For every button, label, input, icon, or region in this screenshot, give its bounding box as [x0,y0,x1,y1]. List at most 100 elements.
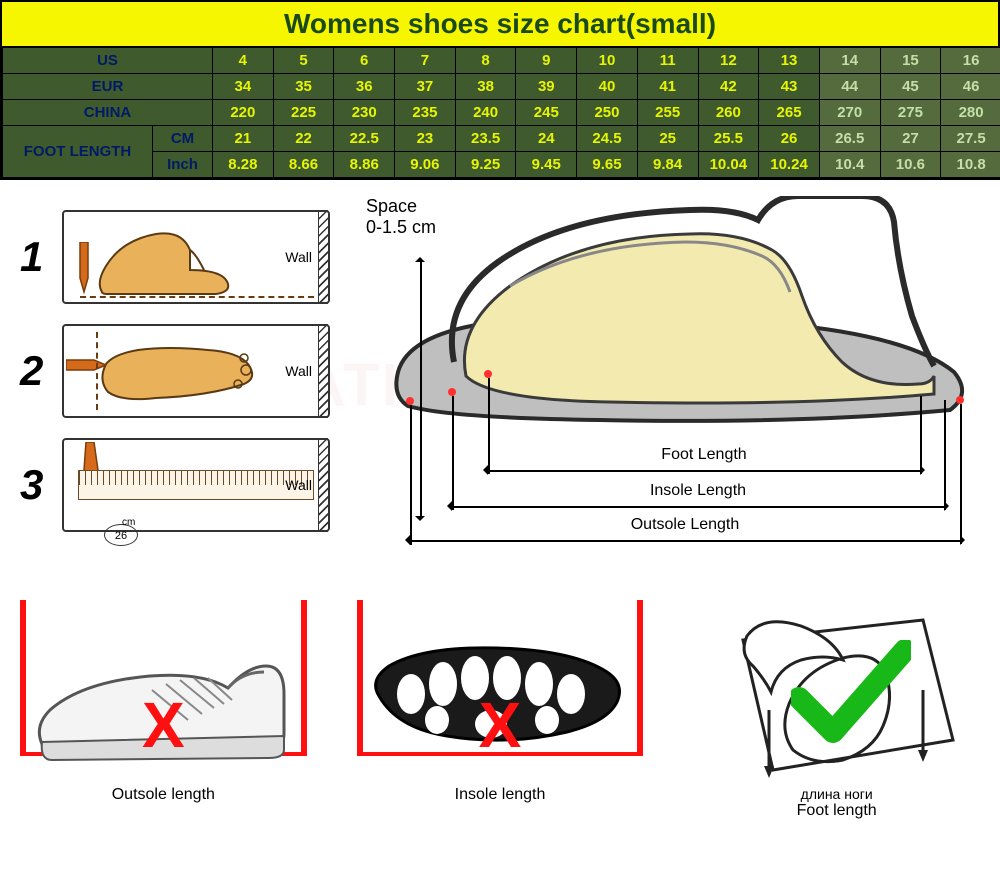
row-label: US [3,48,213,74]
size-cell: 9.45 [516,152,577,178]
wrong-icon: X [479,688,522,762]
step-1: 1 Wall [20,210,330,304]
size-cell: 22 [273,126,334,152]
size-cell: 255 [637,100,698,126]
size-cell: 14 [819,48,880,74]
size-cell: 245 [516,100,577,126]
size-cell: 8 [455,48,516,74]
step-box: 26 cm Wall [62,438,330,532]
size-cell: 280 [941,100,1000,126]
foot-label-ru: длина ноги [693,786,980,802]
size-cell: 265 [759,100,820,126]
size-cell: 44 [819,74,880,100]
size-chart: Womens shoes size chart(small) US4567891… [0,0,1000,180]
size-cell: 27.5 [941,126,1000,152]
size-cell: 25 [637,126,698,152]
size-cell: 46 [941,74,1000,100]
baseline [80,296,314,298]
size-cell: 25.5 [698,126,759,152]
ruler-value: 26 [115,530,127,542]
size-cell: 40 [577,74,638,100]
step-number: 1 [20,233,50,281]
size-cell: 10.04 [698,152,759,178]
step-2: 2 Wall [20,324,330,418]
size-cell: 220 [213,100,274,126]
measure-bar [301,600,307,756]
size-cell: 43 [759,74,820,100]
frontline [96,332,98,410]
chart-title: Womens shoes size chart(small) [2,2,998,47]
ruler-unit: cm [122,517,135,528]
space-arrow [420,262,422,516]
size-cell: 45 [880,74,941,100]
size-cell: 41 [637,74,698,100]
size-cell: 16 [941,48,1000,74]
size-cell: 9.65 [577,152,638,178]
size-cell: 10.24 [759,152,820,178]
foot-top-icon [98,340,258,404]
wall-hatch [318,210,328,304]
insole-wrong: X Insole length [357,600,644,820]
size-cell: 27 [880,126,941,152]
size-cell: 8.66 [273,152,334,178]
size-cell: 235 [395,100,456,126]
size-cell: 10.6 [880,152,941,178]
insole-point [448,388,456,396]
ruler-icon [78,470,314,500]
outsole-point [406,397,414,405]
size-cell: 10.4 [819,152,880,178]
outsole-length-dim: Outsole Length [410,540,960,542]
size-cell: 230 [334,100,395,126]
size-cell: 24.5 [577,126,638,152]
tick [944,400,946,510]
wrong-icon: X [142,688,185,762]
foot-side-icon [92,222,232,300]
size-cell: 36 [334,74,395,100]
size-cell: 240 [455,100,516,126]
size-cell: 260 [698,100,759,126]
size-cell: 23 [395,126,456,152]
step-box: Wall [62,210,330,304]
pencil-icon [70,242,100,294]
comparison-row: X Outsole length X Insole length [0,590,1000,840]
pencil-icon [66,354,106,376]
size-cell: 9 [516,48,577,74]
size-cell: 35 [273,74,334,100]
wall-hatch [318,324,328,418]
tick [452,396,454,510]
insole-length-dim: Insole Length [452,506,944,508]
tick [920,396,922,474]
insole-label: Insole length [357,786,644,804]
size-cell: 8.28 [213,152,274,178]
guide-section: WHEATHUMMINGBIRD 1 Wall 2 [0,180,1000,590]
step-number: 3 [20,461,50,509]
size-cell: 270 [819,100,880,126]
step-3: 3 26 cm Wall [20,438,330,532]
size-cell: 39 [516,74,577,100]
steps-column: 1 Wall 2 [20,210,330,570]
size-cell: 26 [759,126,820,152]
tick [960,404,962,544]
size-cell: 275 [880,100,941,126]
size-cell: 9.84 [637,152,698,178]
size-cell: 24 [516,126,577,152]
size-cell: 8.86 [334,152,395,178]
tick [410,405,412,545]
size-cell: 10 [577,48,638,74]
check-icon [791,640,911,750]
size-cell: 42 [698,74,759,100]
size-cell: 4 [213,48,274,74]
measure-bar [20,600,26,756]
foot-point [484,370,492,378]
foot-label-en: Foot length [693,802,980,820]
size-cell: 37 [395,74,456,100]
step-box: Wall [62,324,330,418]
size-cell: 26.5 [819,126,880,152]
row-label: EUR [3,74,213,100]
size-cell: 13 [759,48,820,74]
foot-length-dim: Foot Length [488,470,920,472]
size-cell: 225 [273,100,334,126]
size-cell: 6 [334,48,395,74]
foot-correct: длина ноги Foot length [693,600,980,820]
size-cell: 38 [455,74,516,100]
